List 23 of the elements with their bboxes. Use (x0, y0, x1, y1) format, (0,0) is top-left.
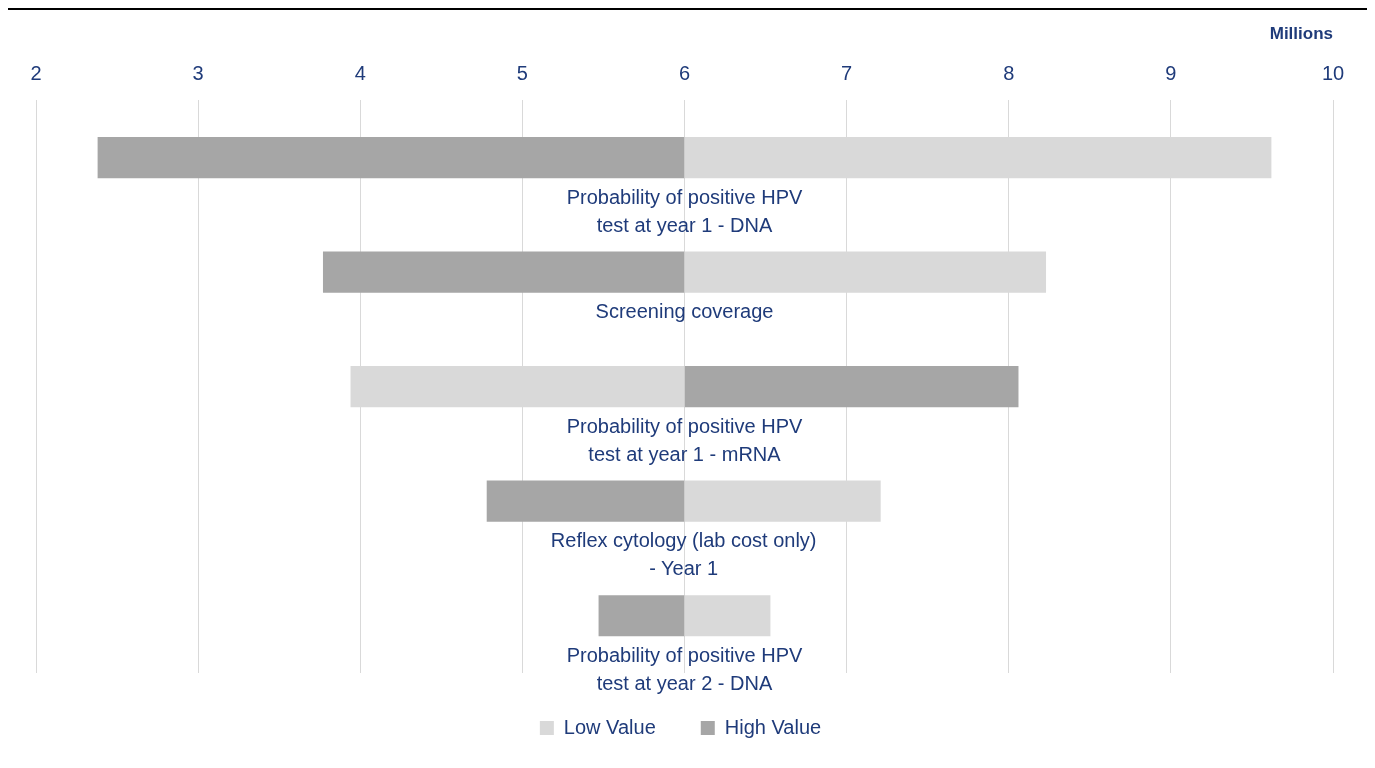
x-tick-label: 8 (1003, 61, 1015, 84)
x-tick-label: 3 (192, 61, 204, 84)
x-tick-label: 10 (1321, 61, 1345, 84)
legend-label: Low Value (563, 715, 656, 738)
x-tick-label: 6 (678, 61, 691, 84)
x-axis-title: Millions (1269, 23, 1333, 43)
x-tick-label: 4 (354, 61, 366, 84)
x-tick-label: 5 (516, 61, 528, 84)
x-tick-label: 2 (30, 61, 42, 84)
y-tick-label: Probability of positive HPV test at year 1 - DNA (566, 185, 803, 236)
bar (322, 251, 685, 293)
y-tick-label: Reflex cytology (lab cost only) - Year 1 (550, 529, 817, 580)
x-tick-label: 9 (1165, 61, 1177, 84)
legend-label: High Value (724, 715, 822, 738)
bar (486, 480, 685, 522)
bar (684, 595, 771, 637)
bar (684, 366, 1019, 408)
bar (598, 595, 685, 637)
bar (97, 137, 685, 179)
y-tick-label: Probability of positive HPV test at year 1 - mRNA (566, 414, 803, 465)
y-tick-label: Probability of positive HPV test at year 2 - DNA (566, 643, 803, 694)
x-tick-label: 7 (841, 61, 853, 84)
y-tick-label: Screening coverage (595, 300, 774, 323)
